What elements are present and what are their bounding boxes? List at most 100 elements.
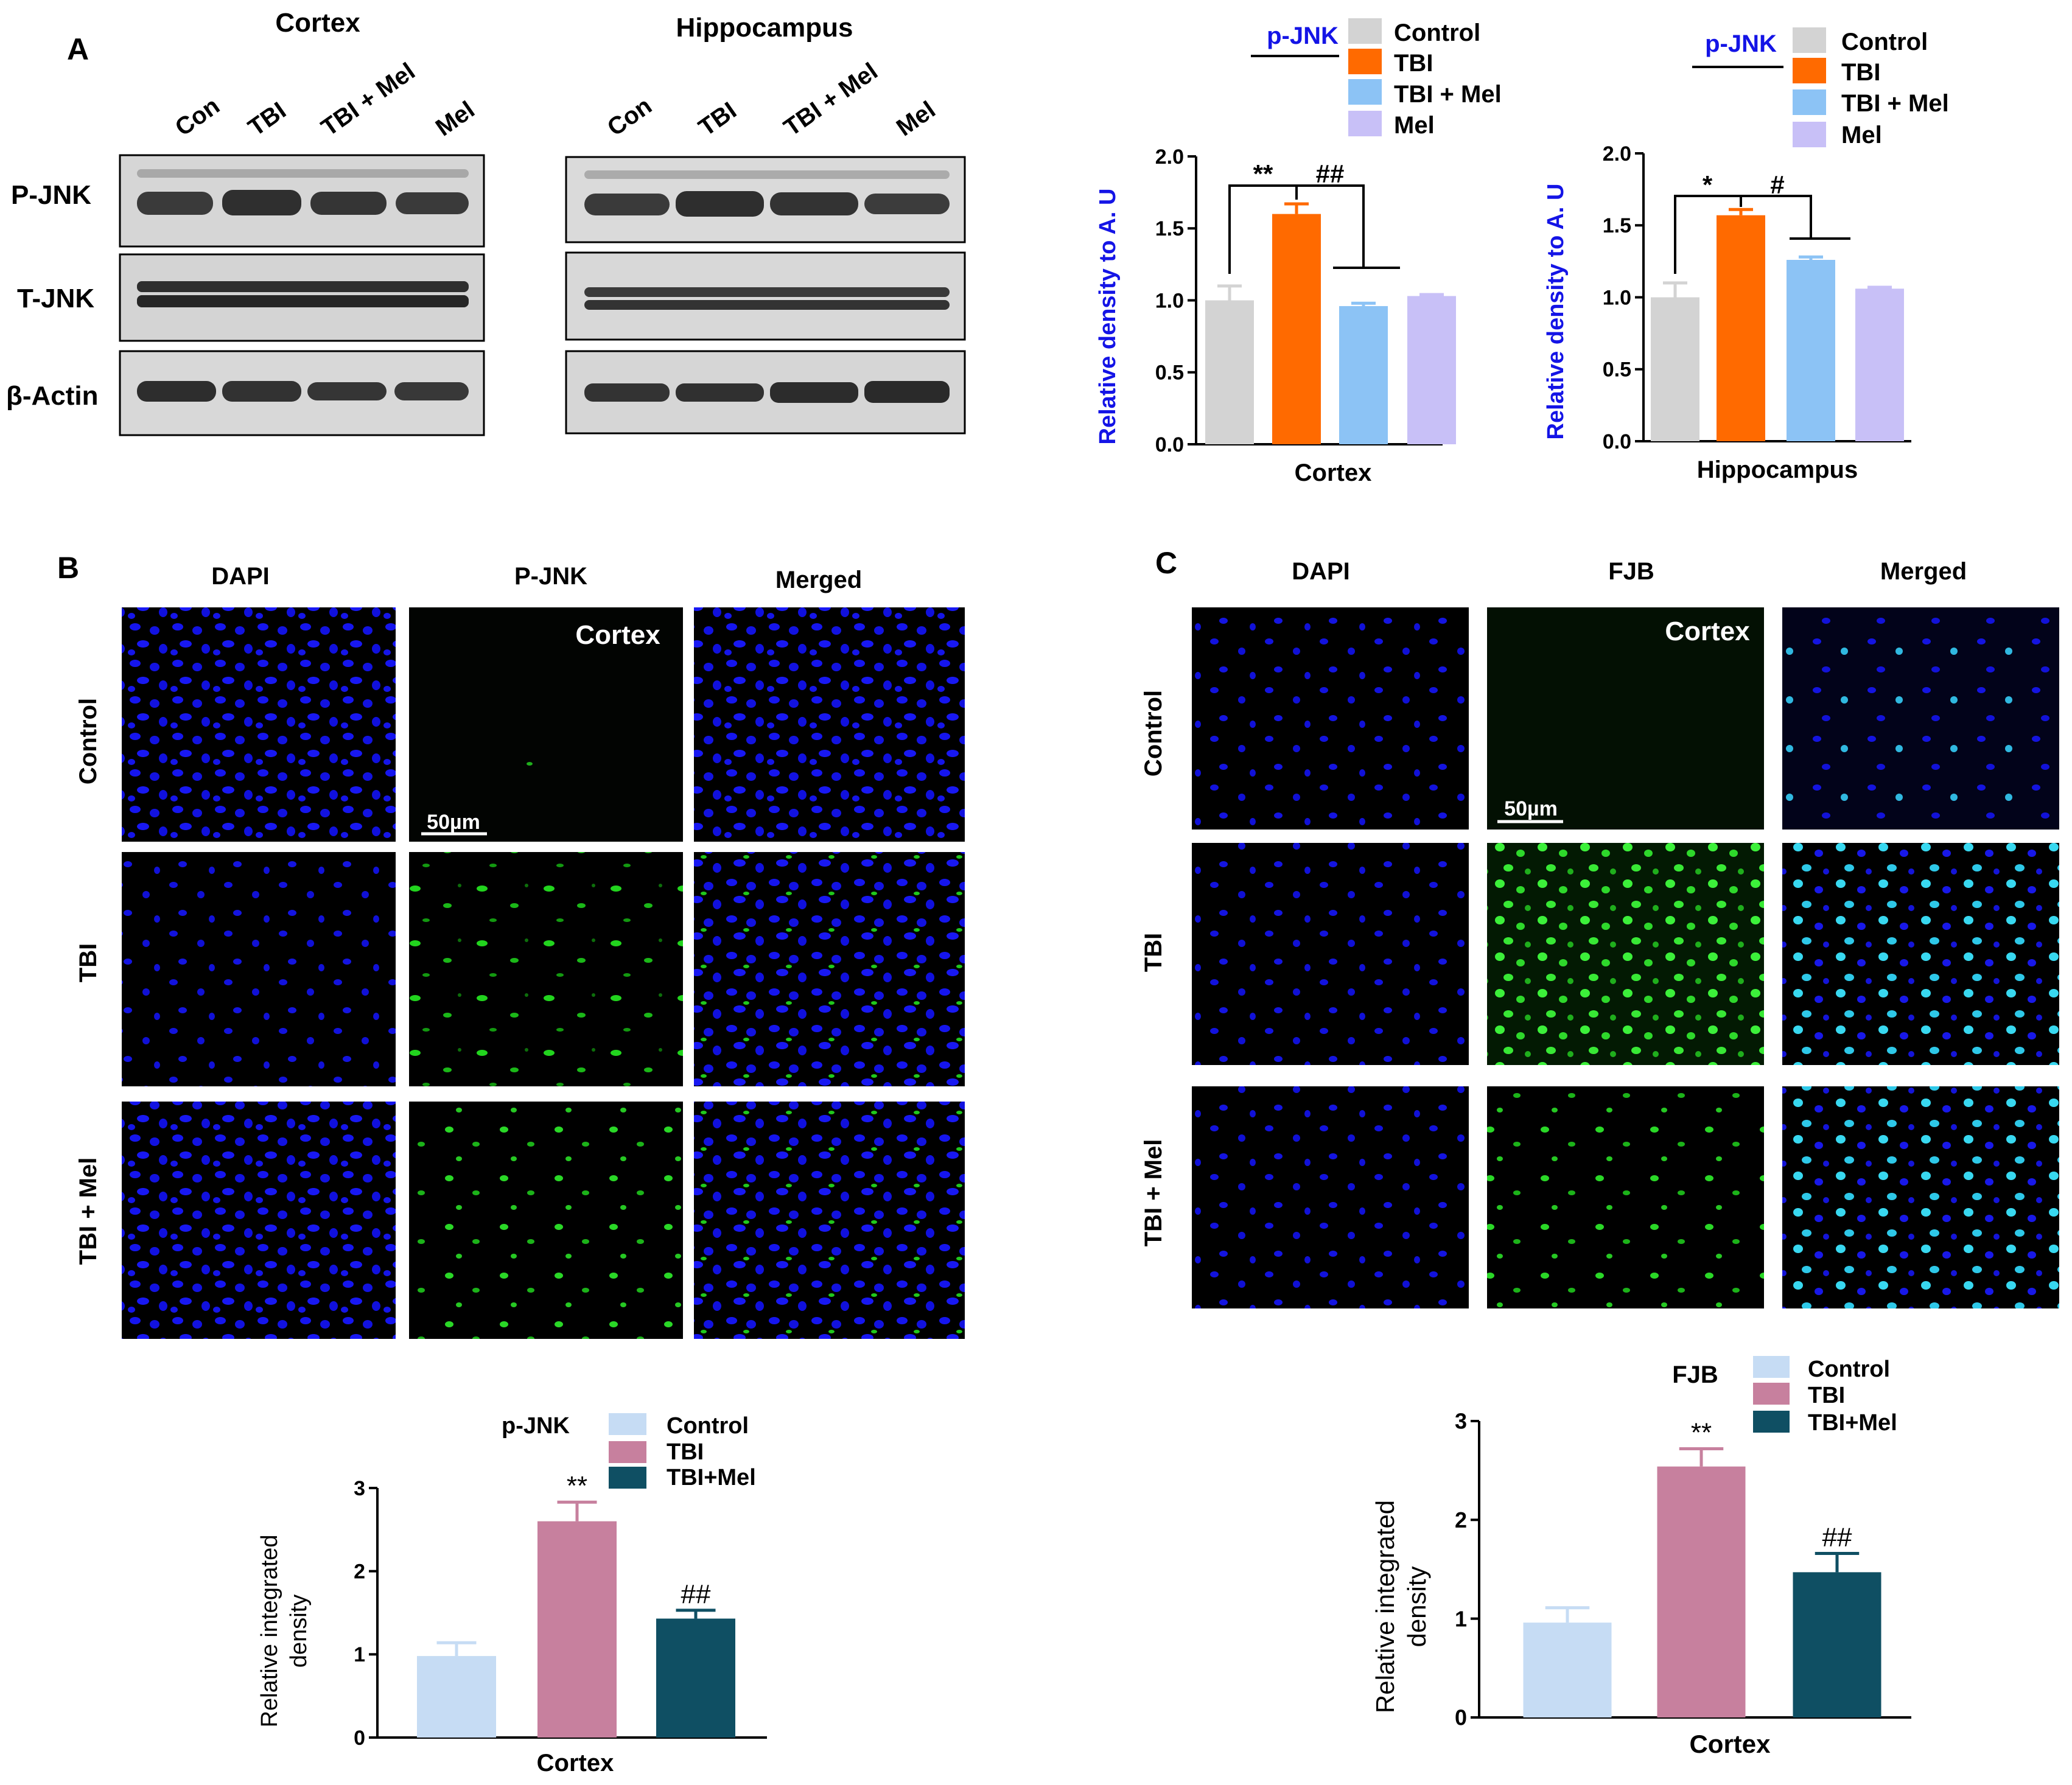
panel-label-b: B — [57, 551, 79, 585]
micrograph-b-tbimel-pjnk — [409, 1102, 683, 1339]
scale-bar-label: 50µm — [1504, 797, 1558, 820]
wb-cortex-lane-label: Mel — [431, 96, 480, 141]
y-tick-label: 0.5 — [1603, 358, 1631, 382]
wb-row-label: T-JNK — [17, 284, 94, 313]
y-tick-label: 0 — [1455, 1705, 1467, 1730]
bar — [1651, 297, 1699, 441]
y-tick-label: 1.5 — [1603, 214, 1631, 237]
bar — [1407, 296, 1456, 444]
micrograph-b-control-merged — [694, 607, 965, 842]
bar — [1339, 306, 1388, 444]
y-axis-label: Relative integrated density — [1371, 1500, 1431, 1713]
micrograph-c-tbimel-fjb — [1487, 1086, 1764, 1308]
legend-label-tbi-mel: TBI + Mel — [1841, 90, 1949, 117]
micrograph-c-tbi-merged — [1782, 843, 2059, 1065]
wb-cortex-lane-label: TBI + Mel — [317, 58, 420, 141]
significance-marker: * — [1703, 170, 1713, 199]
micrograph-c-control-merged — [1782, 607, 2059, 830]
legend-swatch-control — [1753, 1356, 1790, 1378]
y-axis-label-line1: Relative integrated — [1371, 1500, 1399, 1713]
y-tick-label: 3 — [1455, 1409, 1467, 1434]
y-tick-label: 2 — [354, 1560, 365, 1584]
micrograph-c-tbimel-dapi — [1192, 1086, 1469, 1308]
blot-hippo-tjnk — [565, 251, 966, 341]
y-tick-label: 2 — [1455, 1507, 1467, 1532]
if-b-column-header: Merged — [775, 567, 862, 593]
bar — [1793, 1572, 1881, 1717]
wb-cortex-lane-label: Con — [170, 93, 225, 142]
micrograph-c-control-dapi — [1192, 607, 1469, 830]
chart-c: FJB Control TBI TBI+Mel Relative integra… — [1371, 1356, 1911, 1758]
legend-swatch-tbi — [1348, 49, 1382, 74]
y-tick-label: 1.0 — [1155, 289, 1184, 312]
if-c-column-header: FJB — [1608, 558, 1654, 585]
micrograph-b-tbi-dapi — [122, 852, 396, 1086]
chart-a-hippocampus: p-JNK Control TBI TBI + Mel Mel Relative… — [1543, 27, 1949, 483]
region-overlay-label: Cortex — [575, 620, 660, 650]
significance-marker: ** — [1253, 159, 1273, 188]
micrograph-b-tbi-pjnk — [409, 852, 683, 1086]
legend-swatch-tbi-mel — [609, 1467, 646, 1489]
legend-label-control: Control — [1808, 1357, 1890, 1382]
legend-title: p-JNK — [502, 1413, 570, 1439]
x-axis-label: Hippocampus — [1697, 456, 1858, 483]
legend-swatch-tbi-mel — [1793, 89, 1826, 115]
significance-marker: ## — [681, 1579, 711, 1609]
y-tick-label: 1.5 — [1155, 217, 1184, 240]
y-tick-label: 1.0 — [1603, 286, 1631, 309]
x-axis-label: Cortex — [1295, 459, 1372, 486]
micrograph-c-tbimel-merged — [1782, 1086, 2059, 1308]
panel-label-c: C — [1155, 546, 1177, 580]
blot-hippo-pjnk — [565, 156, 966, 243]
legend-swatch-tbi-mel — [1348, 79, 1382, 105]
y-tick-label: 1 — [354, 1643, 365, 1666]
wb-row-label: β-Actin — [6, 381, 99, 411]
if-c-column-header: DAPI — [1292, 558, 1350, 585]
micrograph-b-control-dapi — [122, 607, 396, 842]
significance-marker: ## — [1822, 1523, 1852, 1553]
significance-marker: ** — [567, 1471, 587, 1501]
y-axis-label-line2: density — [1402, 1566, 1431, 1647]
scale-bar-label: 50µm — [427, 811, 480, 834]
if-c-column-header: Merged — [1880, 558, 1967, 585]
legend-label-control: Control — [1394, 19, 1480, 46]
y-tick-label: 2.0 — [1603, 142, 1631, 166]
legend-swatch-control — [609, 1413, 646, 1435]
wb-hippo-lane-label: Con — [603, 93, 657, 142]
legend-title: p-JNK — [1705, 30, 1777, 57]
micrograph-b-tbimel-dapi — [122, 1102, 396, 1339]
micrograph-b-tbimel-merged — [694, 1102, 965, 1339]
bar — [1205, 300, 1254, 444]
chart-b: p-JNK Control TBI TBI+Mel Relative integ… — [257, 1413, 767, 1776]
legend-label-tbi: TBI — [1841, 59, 1880, 86]
legend-swatch-control — [1348, 18, 1382, 44]
if-b-column-header: P-JNK — [514, 563, 587, 590]
y-tick-label: 0 — [354, 1727, 365, 1750]
y-axis-label: Relative density to A. U — [1543, 184, 1569, 440]
blot-cortex-tjnk — [119, 253, 485, 342]
legend-title: FJB — [1672, 1361, 1718, 1388]
significance-marker: ## — [1316, 159, 1345, 188]
blot-cortex-pjnk — [119, 154, 485, 248]
wb-row-label: P-JNK — [11, 180, 91, 210]
legend-swatch-tbi — [1793, 58, 1826, 83]
bar — [1787, 260, 1835, 441]
bar — [417, 1656, 496, 1738]
wb-hippocampus-title: Hippocampus — [676, 13, 853, 43]
legend-swatch-tbi — [1753, 1383, 1790, 1405]
wb-hippo-lane-label: TBI — [694, 97, 741, 141]
legend-swatch-mel — [1348, 111, 1382, 136]
if-c-row-label: TBI + Mel — [1140, 1139, 1167, 1247]
significance-marker: ** — [1691, 1417, 1712, 1447]
panel-label-a: A — [67, 32, 89, 66]
region-overlay-label: Cortex — [1665, 617, 1750, 646]
legend-label-tbi: TBI — [1394, 50, 1433, 77]
y-axis-label-line1: Relative integrated — [257, 1535, 282, 1728]
blot-hippo-actin — [565, 350, 966, 435]
bar — [1657, 1466, 1746, 1717]
micrograph-c-tbi-fjb — [1487, 843, 1764, 1065]
y-tick-label: 2.0 — [1155, 145, 1184, 169]
y-tick-label: 0.0 — [1603, 430, 1631, 453]
legend-swatch-tbi-mel — [1753, 1411, 1790, 1433]
